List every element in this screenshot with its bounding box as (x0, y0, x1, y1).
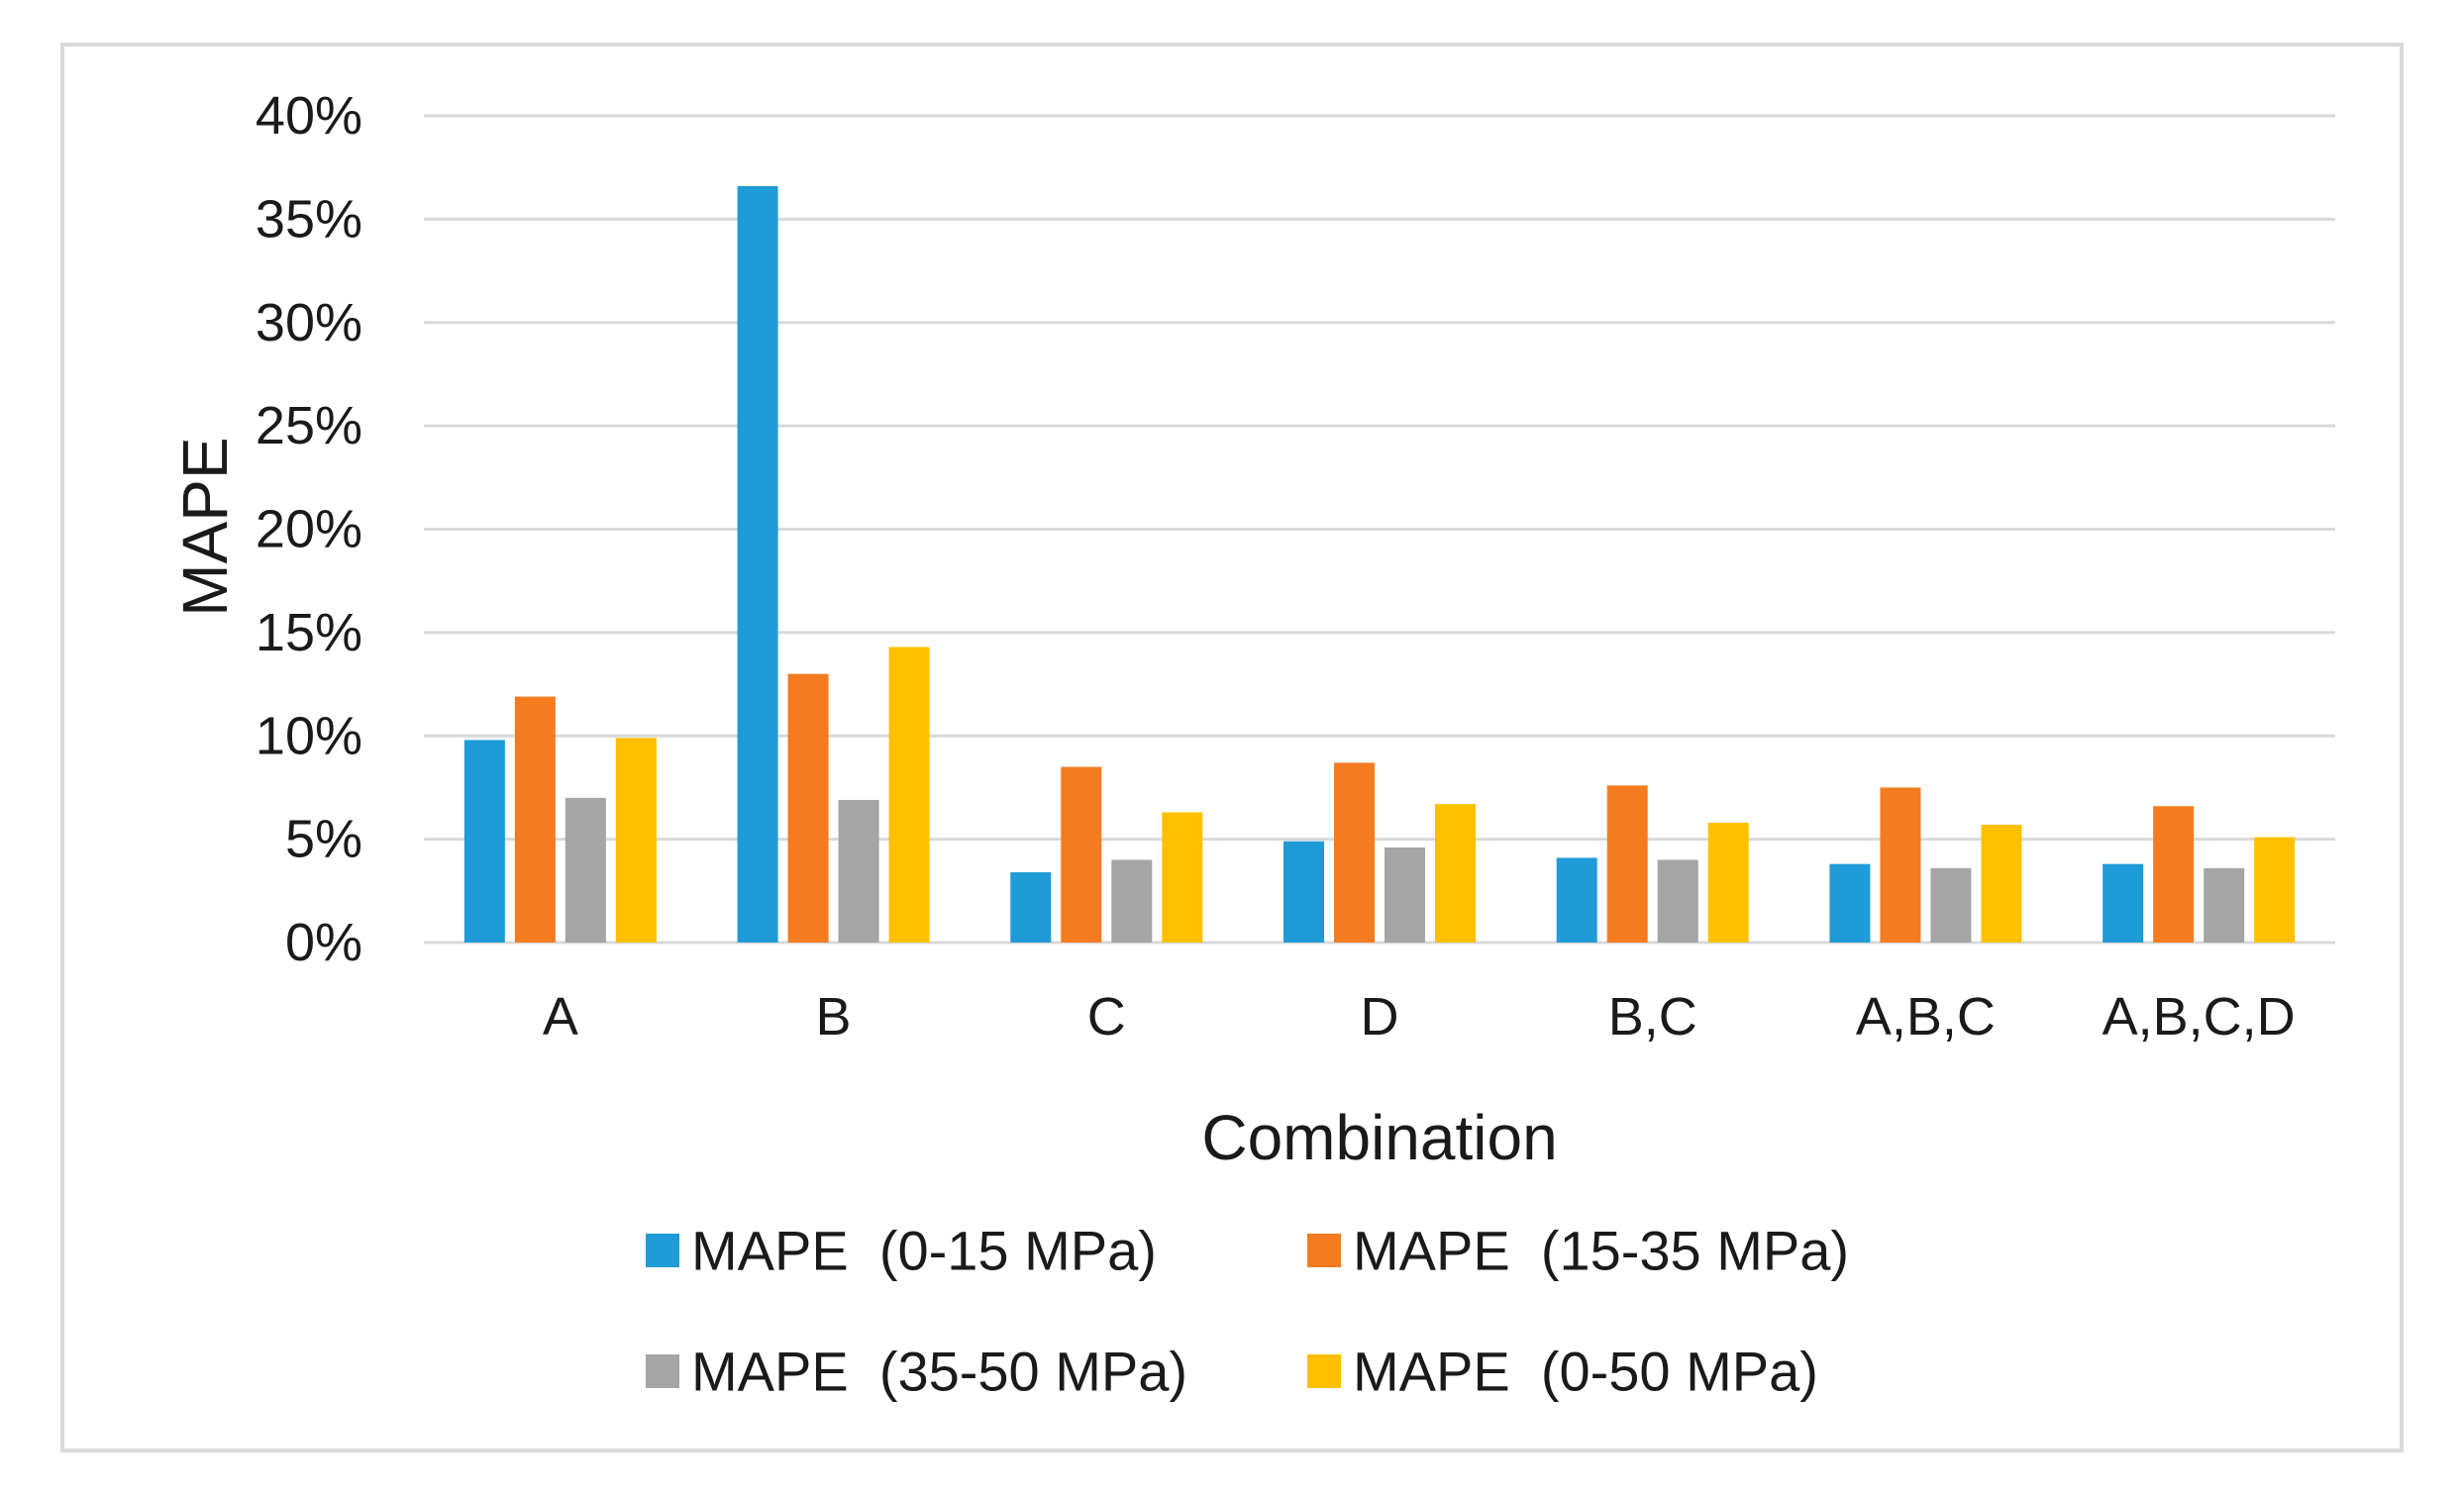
x-axis-title: Combination (1201, 1102, 1557, 1173)
legend-swatch (1307, 1354, 1341, 1388)
bar-2-2 (787, 673, 829, 943)
bar-1-5 (1556, 857, 1597, 943)
bar-2-1 (514, 696, 556, 943)
legend-item: MAPE (15-35 MPa) (1307, 1220, 1849, 1282)
y-tick-label: 0% (285, 913, 362, 972)
x-tick-label: D (1361, 987, 1399, 1047)
y-tick-label: 30% (256, 293, 362, 352)
bar-1-1 (463, 740, 505, 943)
bar-4-6 (1981, 825, 2022, 943)
x-tick-label: B (816, 987, 852, 1047)
legend-item: MAPE (35-50 MPa) (646, 1341, 1187, 1403)
bar-1-7 (2103, 863, 2144, 943)
bar-4-5 (1707, 822, 1749, 943)
legend-label: MAPE (35-50 MPa) (691, 1341, 1187, 1403)
bar-3-3 (1111, 859, 1153, 943)
bar-2-3 (1061, 766, 1102, 943)
bar-4-1 (615, 738, 657, 943)
y-tick-label: 10% (256, 706, 362, 765)
legend-label: MAPE (15-35 MPa) (1353, 1220, 1849, 1282)
bar-1-6 (1829, 863, 1871, 943)
bar-2-5 (1606, 785, 1648, 943)
bar-1-4 (1283, 841, 1324, 943)
x-axis-tick-labels: A B C D B,C A,B,C A,B,C,D (543, 987, 2296, 1047)
y-tick-label: 20% (256, 500, 362, 559)
x-tick-label: A (543, 987, 578, 1047)
x-tick-label: B,C (1608, 987, 1697, 1047)
bar-4-7 (2254, 837, 2296, 943)
bar-2-4 (1334, 762, 1375, 943)
bar-3-1 (565, 797, 606, 943)
bar-4-3 (1162, 812, 1203, 943)
bar-1-2 (737, 185, 778, 944)
y-tick-label: 25% (256, 396, 362, 455)
legend-label: MAPE (0-15 MPa) (691, 1220, 1157, 1282)
bar-1-3 (1010, 872, 1052, 943)
bar-3-2 (838, 799, 879, 943)
bars (463, 185, 2296, 944)
legend-label: MAPE (0-50 MPa) (1353, 1341, 1818, 1403)
y-tick-label: 35% (256, 189, 362, 249)
legend-item: MAPE (0-50 MPa) (1307, 1341, 1818, 1403)
y-axis-title: MAPE (169, 437, 241, 616)
legend-swatch (646, 1354, 679, 1388)
y-tick-label: 5% (285, 810, 362, 869)
y-tick-label: 40% (256, 86, 362, 146)
legend: MAPE (0-15 MPa) MAPE (15-35 MPa) MAPE (35-… (646, 1220, 1849, 1403)
bar-3-5 (1657, 859, 1698, 943)
chart-frame (60, 43, 2404, 1452)
bar-3-7 (2204, 867, 2245, 943)
legend-swatch (1307, 1234, 1341, 1267)
y-tick-label: 15% (256, 603, 362, 662)
gridlines (424, 114, 2335, 945)
x-tick-label: C (1087, 987, 1126, 1047)
bar-4-2 (888, 647, 930, 943)
y-axis-tick-labels: 0% 5% 10% 15% 20% 25% 30% 35% 40% (256, 86, 362, 972)
bar-3-4 (1385, 847, 1425, 943)
bar-2-7 (2153, 806, 2195, 943)
x-tick-label: A,B,C (1856, 987, 1996, 1047)
bar-3-6 (1930, 867, 1972, 943)
bar-4-4 (1435, 804, 1476, 943)
legend-swatch (646, 1234, 679, 1267)
legend-item: MAPE (0-15 MPa) (646, 1220, 1157, 1282)
bar-2-6 (1880, 787, 1921, 943)
x-tick-label: A,B,C,D (2103, 987, 2296, 1047)
